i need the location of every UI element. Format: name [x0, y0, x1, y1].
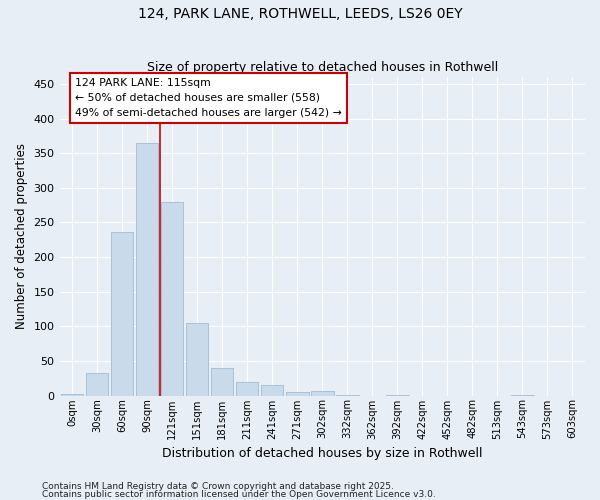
Y-axis label: Number of detached properties: Number of detached properties [15, 144, 28, 330]
Bar [261, 385, 283, 396]
Text: Contains public sector information licensed under the Open Government Licence v3: Contains public sector information licen… [42, 490, 436, 499]
Text: 124 PARK LANE: 115sqm
← 50% of detached houses are smaller (558)
49% of semi-det: 124 PARK LANE: 115sqm ← 50% of detached … [75, 78, 342, 118]
Title: Size of property relative to detached houses in Rothwell: Size of property relative to detached ho… [146, 62, 498, 74]
Bar [511, 395, 534, 396]
Bar [86, 374, 109, 396]
Bar [236, 382, 259, 396]
Bar [111, 232, 133, 396]
Bar [311, 392, 334, 396]
X-axis label: Distribution of detached houses by size in Rothwell: Distribution of detached houses by size … [162, 447, 482, 460]
Bar [211, 368, 233, 396]
Bar [386, 395, 409, 396]
Bar [136, 143, 158, 396]
Bar [336, 395, 359, 396]
Bar [186, 323, 208, 396]
Bar [161, 202, 184, 396]
Text: 124, PARK LANE, ROTHWELL, LEEDS, LS26 0EY: 124, PARK LANE, ROTHWELL, LEEDS, LS26 0E… [137, 8, 463, 22]
Bar [61, 394, 83, 396]
Text: Contains HM Land Registry data © Crown copyright and database right 2025.: Contains HM Land Registry data © Crown c… [42, 482, 394, 491]
Bar [286, 392, 308, 396]
